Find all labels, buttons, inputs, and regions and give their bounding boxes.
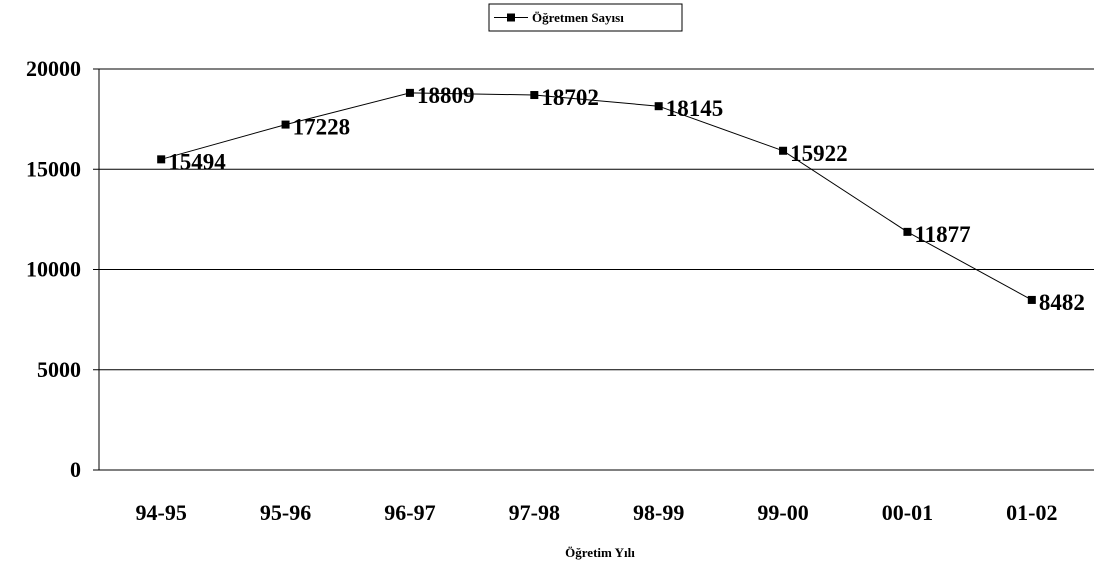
x-tick-label: 98-99 — [633, 500, 684, 525]
data-label: 17228 — [293, 115, 351, 140]
legend: Öğretmen Sayısı — [488, 3, 683, 32]
legend-label: Öğretmen Sayısı — [532, 10, 624, 25]
data-point — [530, 91, 539, 100]
data-labels: 15494 17228 18809 18702 18145 15922 11877 8482 — [168, 83, 1085, 315]
data-point — [281, 120, 290, 129]
y-tick-label: 10000 — [26, 257, 81, 282]
x-tick-label: 97-98 — [509, 500, 560, 525]
data-point — [903, 227, 912, 236]
x-tick-label: 99-00 — [757, 500, 808, 525]
x-axis-title: Öğretim Yılı — [565, 545, 635, 560]
y-tick-label: 15000 — [26, 156, 81, 181]
x-tick-label: 01-02 — [1006, 500, 1057, 525]
x-tick-label: 96-97 — [384, 500, 435, 525]
data-point — [157, 155, 166, 164]
x-tick-label: 00-01 — [882, 500, 933, 525]
data-label: 18702 — [541, 85, 599, 110]
data-label: 15922 — [790, 141, 848, 166]
y-tick-label: 5000 — [37, 357, 81, 382]
gridlines — [99, 68, 1094, 371]
data-point — [654, 102, 663, 111]
x-tick-label: 94-95 — [136, 500, 187, 525]
series-line — [161, 92, 1033, 301]
data-point — [779, 146, 788, 155]
data-label: 18145 — [666, 96, 724, 121]
x-tick-label: 95-96 — [260, 500, 311, 525]
x-axis-ticks: 94-95 95-96 96-97 97-98 98-99 99-00 00-01 01-02 — [136, 500, 1058, 525]
y-tick-label: 20000 — [26, 56, 81, 81]
data-label: 18809 — [417, 83, 475, 108]
data-label: 11877 — [914, 222, 970, 247]
data-label: 15494 — [168, 149, 226, 174]
y-tick-label: 0 — [70, 457, 81, 482]
data-point — [1027, 295, 1036, 304]
legend-marker-sample — [507, 13, 515, 22]
y-axis-ticks: 0 5000 10000 15000 20000 — [26, 56, 99, 482]
data-label: 8482 — [1039, 290, 1085, 315]
data-point — [405, 88, 414, 97]
series-group — [157, 88, 1036, 304]
